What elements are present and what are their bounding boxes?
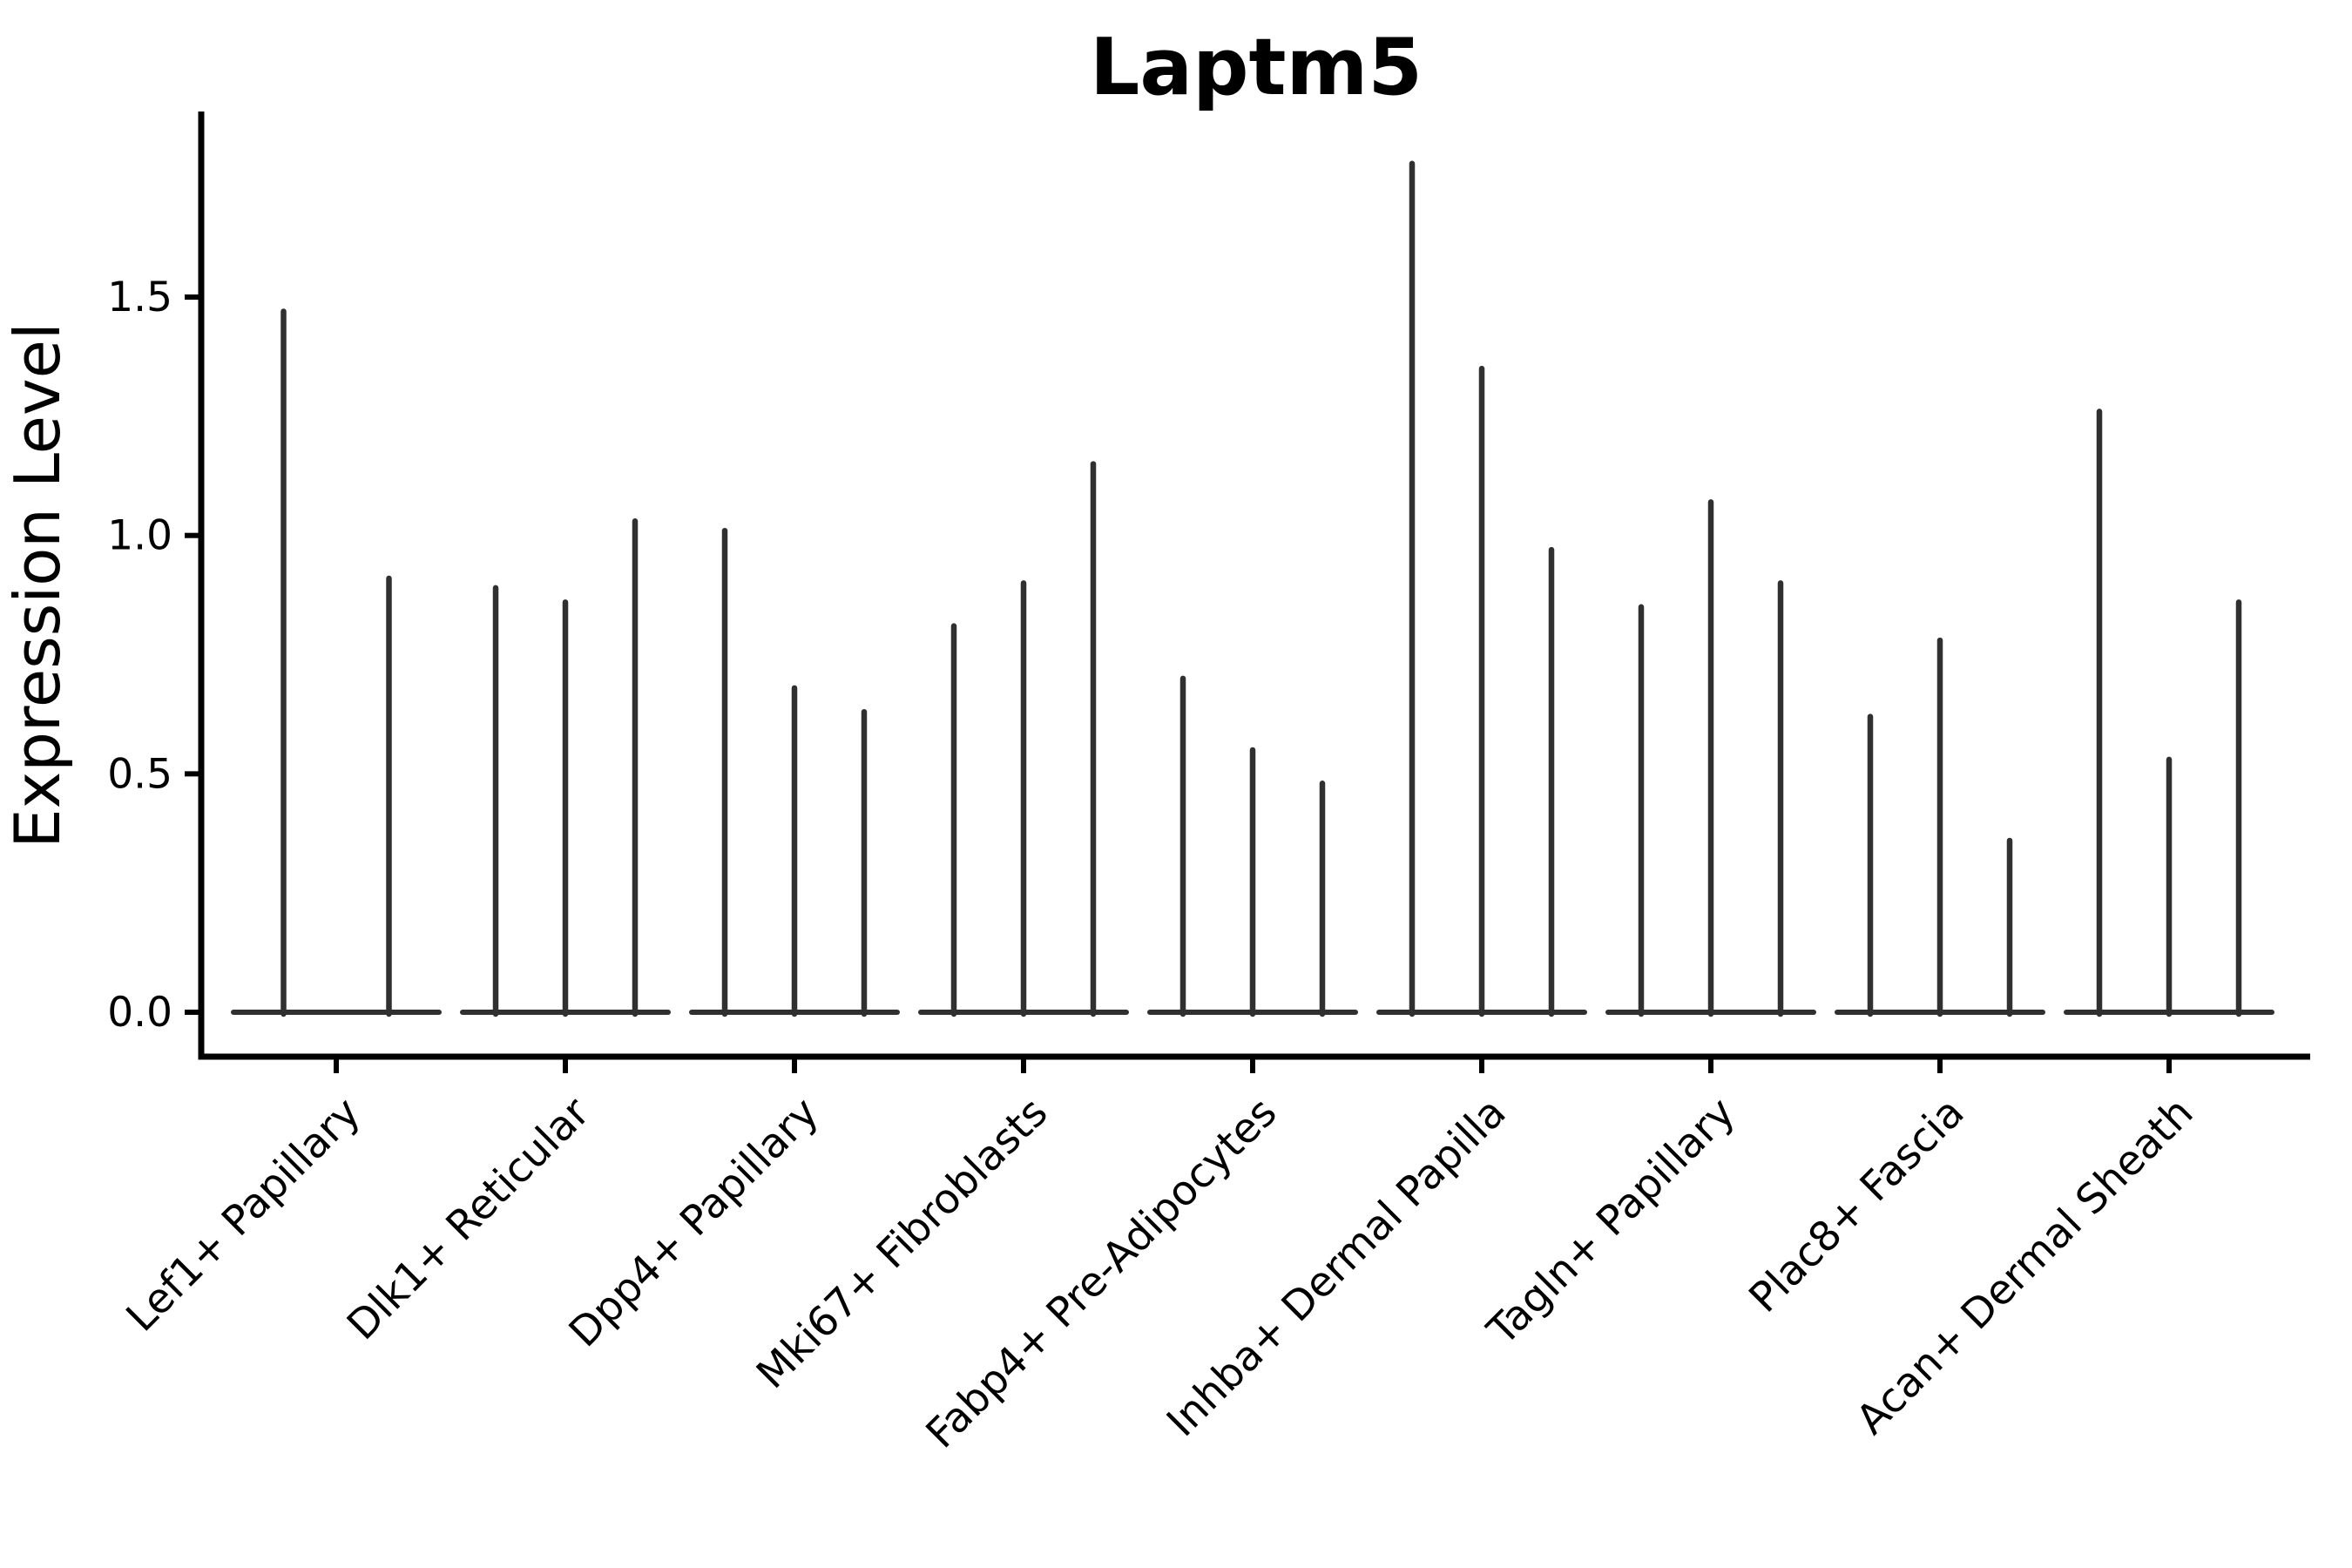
plot-area: [231, 160, 2274, 1017]
violin-group: [1605, 499, 1816, 1017]
y-tick-label: 0.0: [107, 989, 172, 1037]
x-tick-label: Tagln+ Papillary: [1478, 1089, 1745, 1355]
violin-group: [689, 527, 900, 1017]
x-tick-label: Lef1+ Papillary: [118, 1089, 370, 1342]
y-tick-label: 0.5: [107, 750, 172, 798]
violin-group: [460, 518, 671, 1017]
violin-group: [231, 308, 442, 1017]
violin-group: [1147, 675, 1358, 1017]
y-tick-label: 1.0: [107, 512, 172, 560]
violin-group: [918, 461, 1129, 1017]
y-axis: 0.0 0.5 1.0 1.5: [107, 274, 199, 1037]
y-axis-label: Expression Level: [1, 322, 74, 848]
x-tick-label: Dpp4+ Papillary: [560, 1089, 828, 1357]
chart-title: Laptm5: [1090, 22, 1423, 113]
x-tick-label: Plac8+ Fascia: [1740, 1089, 1974, 1322]
y-tick-label: 1.5: [107, 274, 172, 321]
x-tick-label: Dlk1+ Reticular: [338, 1088, 599, 1349]
violin-group: [1835, 637, 2045, 1017]
violin-group: [1376, 160, 1587, 1017]
violin-group: [2064, 409, 2274, 1017]
